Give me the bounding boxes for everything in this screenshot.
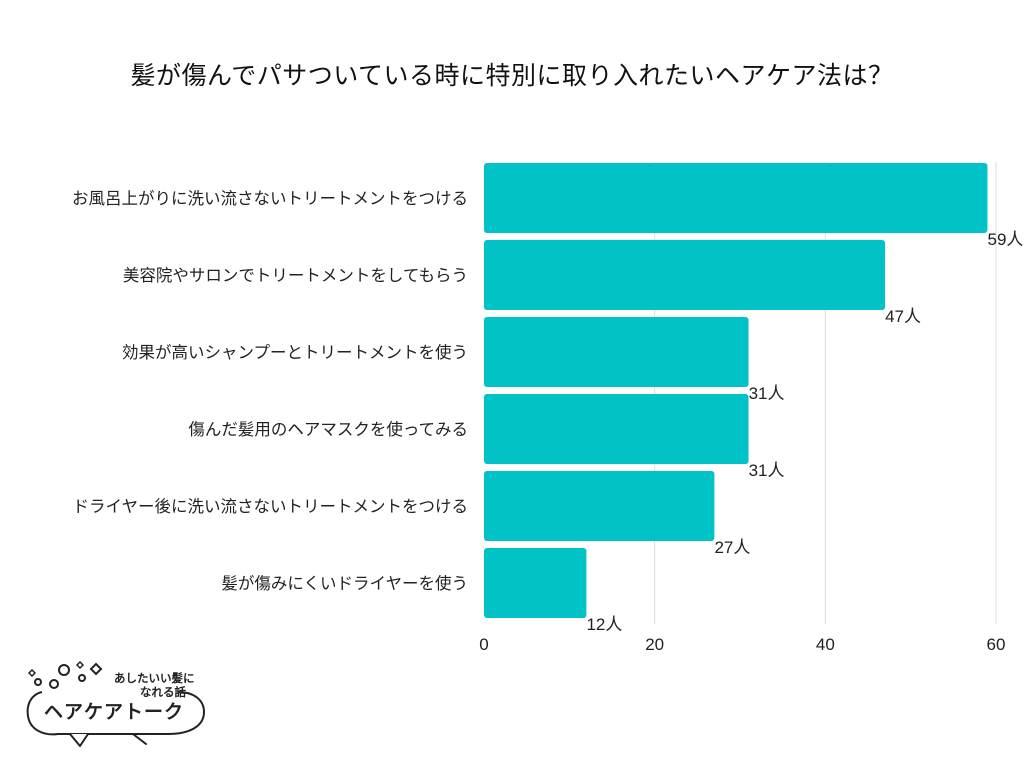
bar-chart: お風呂上がりに洗い流さないトリートメントをつける 59人美容院やサロンでトリートメ… — [72, 162, 1024, 654]
bar-3 — [484, 394, 749, 464]
logo-tagline-1: あしたいい髪に — [114, 671, 195, 685]
data-label-5: 12人 — [586, 615, 622, 634]
category-label-3: 傷んだ髪用のヘアマスクを使ってみる — [188, 420, 468, 439]
bar-0 — [484, 163, 988, 233]
bar-1 — [484, 240, 886, 310]
data-label-3: 31人 — [749, 461, 785, 480]
data-label-0: 59人 — [988, 230, 1024, 249]
bar-4 — [484, 471, 715, 541]
category-label-5: 髪が傷みにくいドライヤーを使う — [221, 574, 468, 593]
bar-2 — [484, 317, 749, 387]
x-tick-label-60: 60 — [987, 635, 1006, 654]
chart-title: 髪が傷んでパサついている時に特別に取り入れたいヘアケア法は？ — [130, 61, 894, 90]
logo-bubble-icon — [26, 660, 206, 747]
data-label-2: 31人 — [749, 384, 785, 403]
bar-5 — [484, 548, 587, 618]
logo-tagline-2: なれる話 — [140, 685, 186, 699]
data-label-4: 27人 — [714, 538, 750, 557]
x-tick-label-40: 40 — [816, 635, 835, 654]
x-tick-label-0: 0 — [479, 635, 488, 654]
category-label-0: お風呂上がりに洗い流さないトリートメントをつける — [72, 189, 468, 208]
category-label-2: 効果が高いシャンプーとトリートメントを使う — [122, 343, 468, 362]
data-label-1: 47人 — [885, 307, 921, 326]
brand-logo: あしたいい髪に なれる話 ヘアケアトーク — [18, 660, 218, 750]
logo-brand-name: ヘアケアトーク — [44, 701, 185, 723]
category-label-1: 美容院やサロンでトリートメントをしてもらう — [123, 266, 468, 285]
x-tick-label-20: 20 — [645, 635, 664, 654]
category-label-4: ドライヤー後に洗い流さないトリートメントをつける — [72, 497, 468, 516]
